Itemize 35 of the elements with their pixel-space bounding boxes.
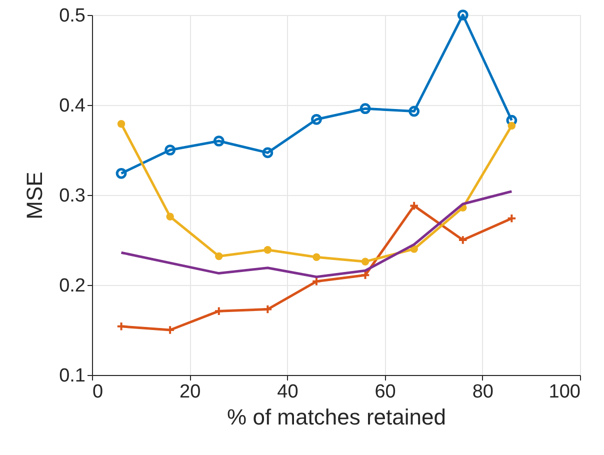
- y-tick-label: 0.4: [59, 96, 86, 116]
- x-tick-label: 20: [180, 382, 201, 402]
- x-tick-label: 60: [374, 382, 396, 402]
- point: [264, 246, 272, 254]
- line-series: [120, 190, 513, 278]
- point: [262, 304, 273, 314]
- y-tick-label: 0.2: [59, 276, 86, 296]
- point: [213, 136, 224, 146]
- point: [360, 270, 370, 280]
- point: [360, 103, 371, 114]
- y-axis-title: MSE: [22, 172, 48, 220]
- point: [361, 258, 370, 266]
- point: [164, 144, 176, 156]
- x-axis-title: % of matches retained: [227, 404, 446, 430]
- x-tick-label: 100: [548, 382, 580, 402]
- y-tick-label: 0.3: [59, 186, 86, 206]
- point: [312, 276, 322, 286]
- point: [312, 253, 320, 261]
- point: [408, 106, 420, 117]
- x-tick-label: 0: [92, 382, 104, 402]
- point: [215, 252, 223, 260]
- y-tick-label: 0.5: [59, 6, 86, 26]
- x-tick-label: 80: [472, 382, 494, 402]
- point: [409, 200, 419, 211]
- point: [311, 114, 322, 125]
- point: [166, 212, 174, 220]
- point: [457, 10, 468, 20]
- point: [214, 306, 224, 316]
- point: [117, 120, 126, 128]
- point: [262, 147, 274, 158]
- point: [508, 122, 516, 130]
- x-tick-label: 40: [277, 382, 298, 402]
- point: [458, 235, 468, 245]
- point: [165, 325, 175, 335]
- y-tick-label: 0.1: [59, 366, 86, 386]
